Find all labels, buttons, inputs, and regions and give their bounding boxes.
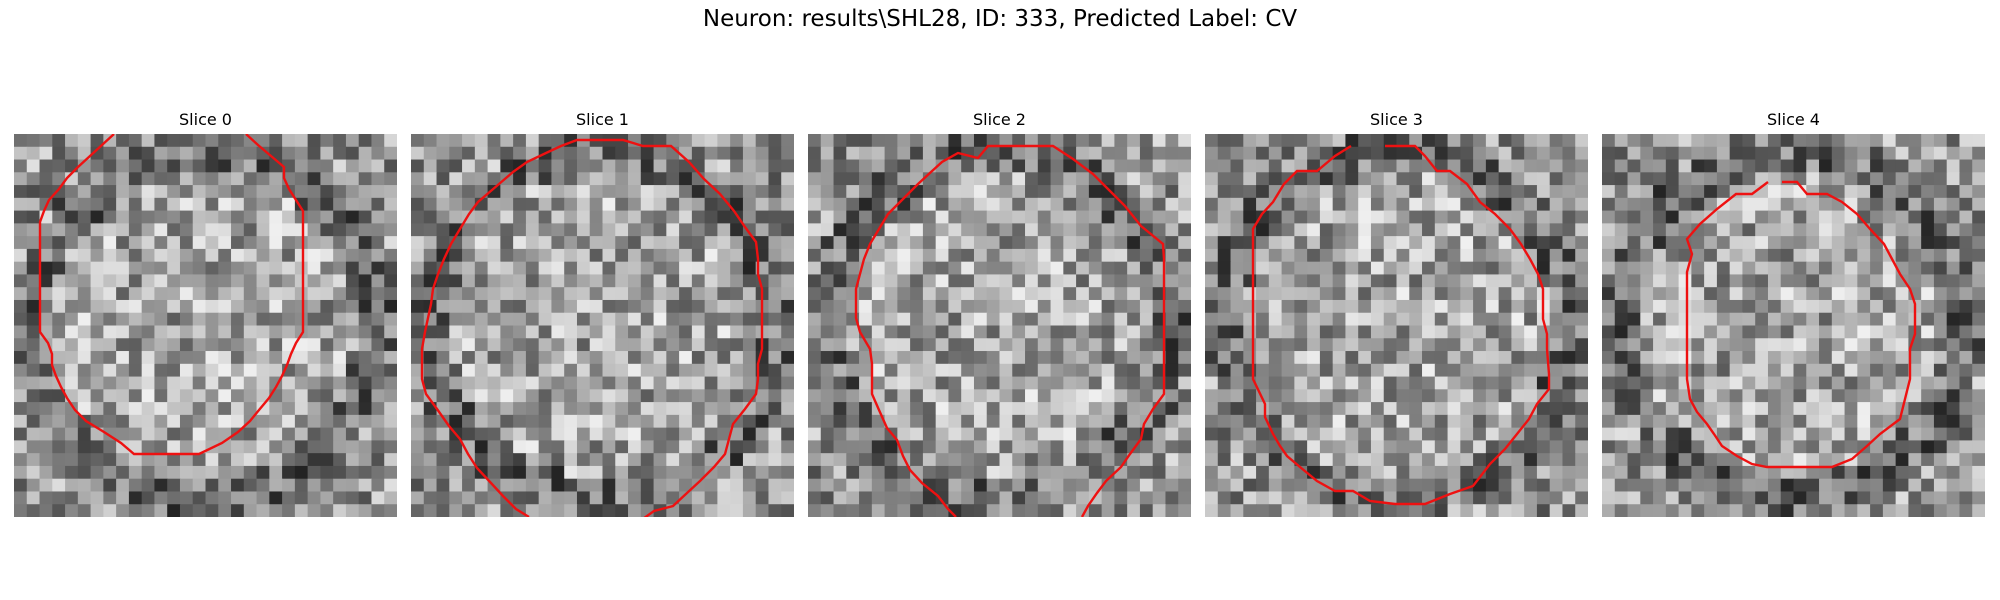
slice-panel-0: Slice 0 xyxy=(14,108,397,517)
figure-title: Neuron: results\SHL28, ID: 333, Predicte… xyxy=(702,6,1298,32)
slice-0-contour xyxy=(38,134,305,456)
slice-1-title: Slice 1 xyxy=(576,110,629,129)
slice-1-contour xyxy=(420,138,764,517)
slice-4-contour xyxy=(1685,180,1917,469)
slice-0-title: Slice 0 xyxy=(179,110,232,129)
slice-3-image xyxy=(1205,134,1588,517)
slice-3-title: Slice 3 xyxy=(1370,110,1423,129)
slice-panel-2: Slice 2 xyxy=(808,108,1191,517)
slice-3-contour xyxy=(1251,144,1551,506)
slice-4-image xyxy=(1602,134,1985,517)
slice-0-image xyxy=(14,134,397,517)
slice-1-image xyxy=(411,134,794,517)
slice-2-contour xyxy=(854,144,1166,517)
slice-panel-4: Slice 4 xyxy=(1602,108,1985,517)
slice-panel-1: Slice 1 xyxy=(411,108,794,517)
slice-2-image xyxy=(808,134,1191,517)
slice-4-title: Slice 4 xyxy=(1767,110,1820,129)
slice-2-title: Slice 2 xyxy=(973,110,1026,129)
slice-panel-3: Slice 3 xyxy=(1205,108,1588,517)
